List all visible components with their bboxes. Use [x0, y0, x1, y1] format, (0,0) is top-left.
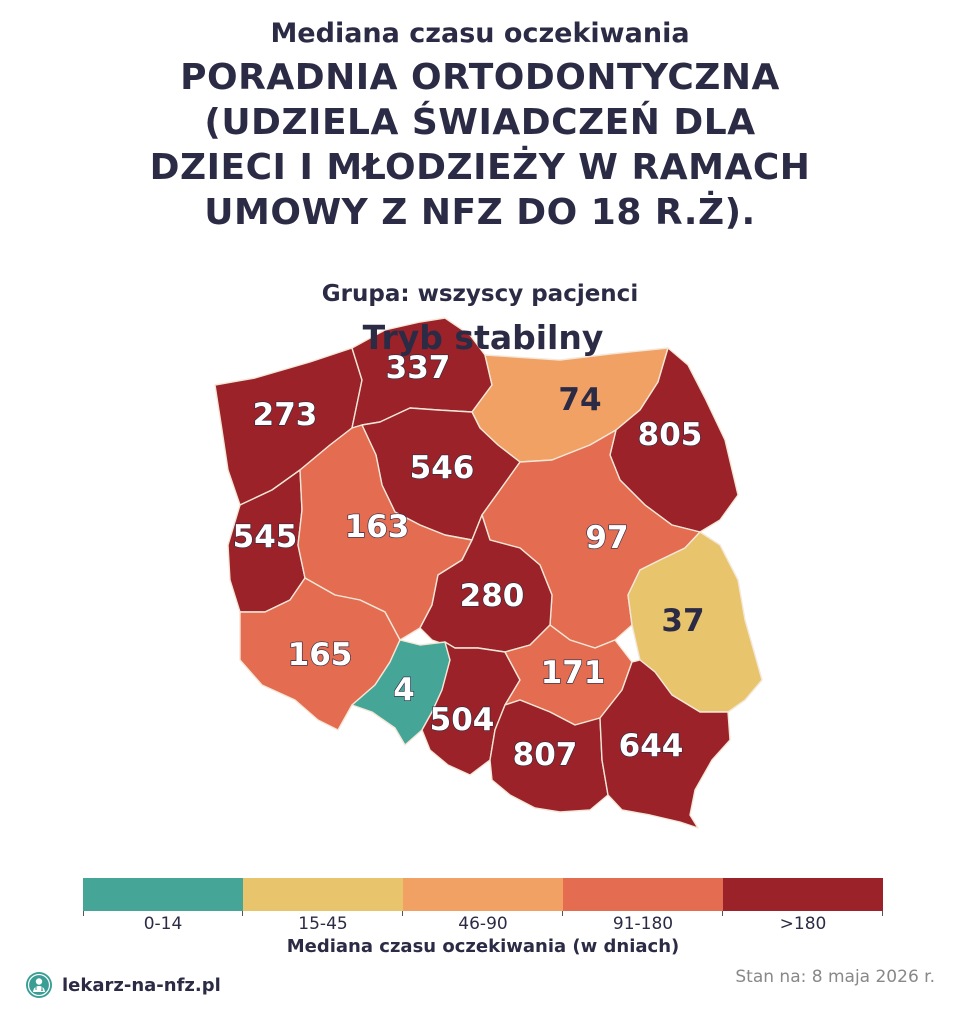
- legend-label-46-90: 46-90: [458, 914, 508, 934]
- brand-name: lekarz-na-nfz.pl: [62, 974, 221, 996]
- region-value-opolskie: 4: [393, 672, 415, 708]
- region-dolnoslaskie[interactable]: 165: [239, 577, 401, 731]
- legend-label-91-180: 91-180: [612, 914, 674, 934]
- legend-swatch-91-180: [563, 878, 723, 916]
- region-value-lubuskie: 545: [233, 519, 298, 555]
- region-value-wielkopolskie: 163: [345, 509, 410, 545]
- brand-link[interactable]: lekarz-na-nfz.pl: [25, 971, 221, 999]
- region-podkarpackie[interactable]: 644: [599, 659, 731, 829]
- legend-title: Mediana czasu oczekiwania (w dniach): [286, 936, 680, 957]
- legend-swatch-15-45: [243, 878, 403, 916]
- map-title: PORADNIA ORTODONTYCZNA (UDZIELA ŚWIADCZE…: [149, 57, 811, 233]
- region-value-zachodniopomorskie: 273: [253, 397, 318, 433]
- region-value-lodzkie: 280: [460, 578, 525, 614]
- region-value-swietokrzyskie: 171: [541, 655, 606, 691]
- region-value-kujawsko-pomorskie: 546: [410, 450, 475, 486]
- region-warminsko-mazurskie[interactable]: 74: [471, 347, 669, 463]
- legend-label-over-180: >180: [779, 914, 827, 934]
- region-malopolskie[interactable]: 807: [489, 699, 609, 813]
- legend-label-0-14: 0-14: [143, 914, 183, 934]
- region-value-mazowieckie: 97: [585, 520, 628, 556]
- legend-swatch-46-90: [403, 878, 563, 916]
- legend-swatch-0-14: [83, 878, 243, 916]
- region-value-pomorskie: 337: [386, 350, 451, 386]
- patient-group: Grupa: wszyscy pacjenci: [321, 281, 639, 307]
- region-lubuskie[interactable]: 545: [227, 469, 306, 613]
- map-subtitle: Mediana czasu oczekiwania: [270, 18, 690, 49]
- legend-labels: 0-14 15-45 46-90 91-180 >180: [83, 914, 883, 934]
- region-wielkopolskie[interactable]: 163: [297, 424, 473, 641]
- doctor-icon: [26, 972, 52, 998]
- region-podlaskie[interactable]: 805: [609, 347, 739, 533]
- mode-label: Tryb stabilny: [362, 318, 604, 357]
- data-date: Stan na: 8 maja 2026 r.: [735, 967, 935, 987]
- region-zachodniopomorskie[interactable]: 273: [214, 347, 363, 506]
- region-lubelskie[interactable]: 37: [627, 531, 763, 713]
- region-swietokrzyskie[interactable]: 171: [504, 624, 633, 726]
- legend-swatch-over-180: [723, 878, 883, 916]
- poland-map: 273 337 74 805 546 545 163 97 280 37 165: [214, 317, 763, 829]
- legend-label-15-45: 15-45: [298, 914, 348, 934]
- region-opolskie[interactable]: 4: [351, 639, 451, 746]
- region-value-malopolskie: 807: [513, 737, 578, 773]
- region-value-lubelskie: 37: [661, 603, 704, 639]
- region-value-podlaskie: 805: [638, 417, 703, 453]
- region-value-warminsko-mazurskie: 74: [558, 382, 601, 418]
- legend-colorbar: [83, 878, 883, 916]
- region-value-podkarpackie: 644: [619, 728, 684, 764]
- region-slaskie[interactable]: 504: [421, 641, 521, 776]
- region-mazowieckie[interactable]: 97: [481, 429, 701, 649]
- region-value-dolnoslaskie: 165: [288, 637, 353, 673]
- region-value-slaskie: 504: [430, 702, 495, 738]
